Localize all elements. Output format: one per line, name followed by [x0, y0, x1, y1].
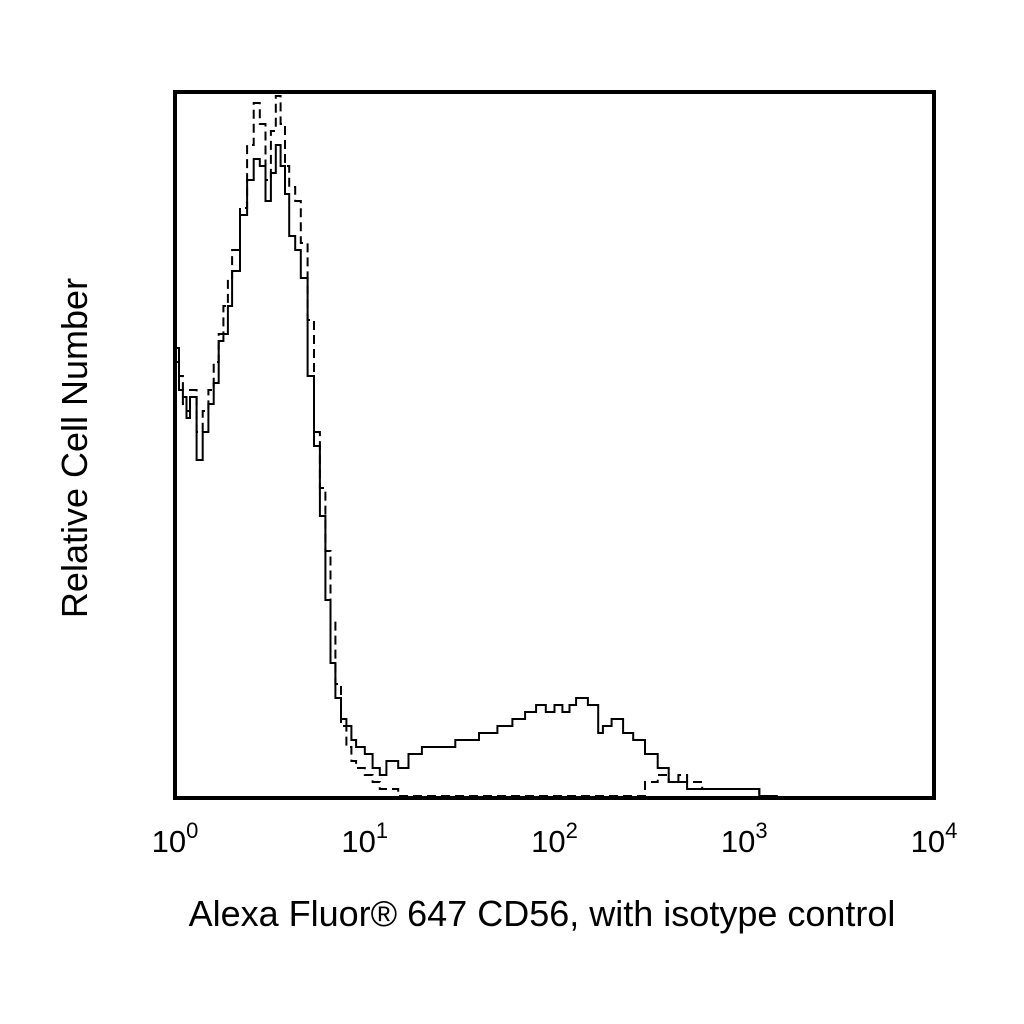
y-axis-title: Relative Cell Number	[54, 278, 95, 618]
x-tick-labels: 100 101 102 103 104	[152, 818, 958, 859]
isotype-control-line	[175, 95, 778, 797]
x-tick-label: 104	[911, 818, 958, 859]
plot-frame	[173, 90, 936, 800]
x-tick-label: 101	[341, 818, 388, 859]
series-layer	[175, 95, 778, 797]
x-tick-label: 100	[152, 818, 199, 859]
x-tick-label: 102	[531, 818, 578, 859]
x-tick-label: 103	[721, 818, 768, 859]
cd56-stain-line	[175, 144, 778, 797]
x-axis-title: Alexa Fluor® 647 CD56, with isotype cont…	[189, 893, 896, 934]
